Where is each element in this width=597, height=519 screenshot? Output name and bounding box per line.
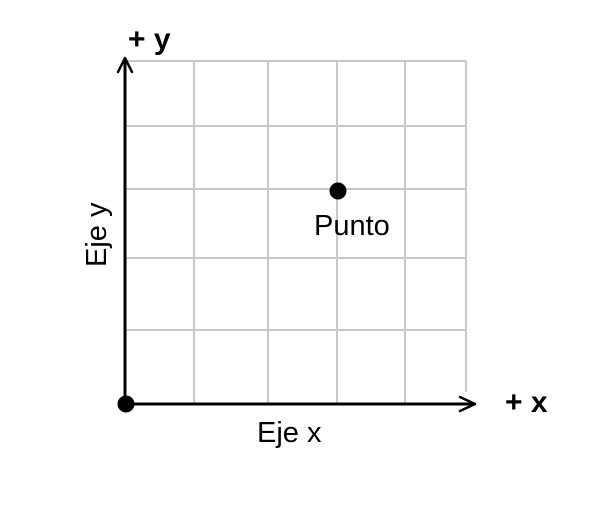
origin-point	[117, 395, 135, 413]
punto-point	[329, 182, 347, 200]
x-axis-end-label: + x	[505, 386, 548, 419]
y-axis-label: Eje y	[81, 202, 113, 267]
y-axis	[116, 56, 134, 404]
x-axis-label: Eje x	[257, 417, 322, 449]
grid	[125, 60, 467, 404]
x-axis-arrow-icon	[458, 395, 477, 413]
point-label: Punto	[314, 210, 390, 242]
y-axis-arrow-icon	[116, 56, 134, 74]
y-axis-end-label: + y	[128, 23, 171, 56]
x-axis	[124, 395, 477, 413]
